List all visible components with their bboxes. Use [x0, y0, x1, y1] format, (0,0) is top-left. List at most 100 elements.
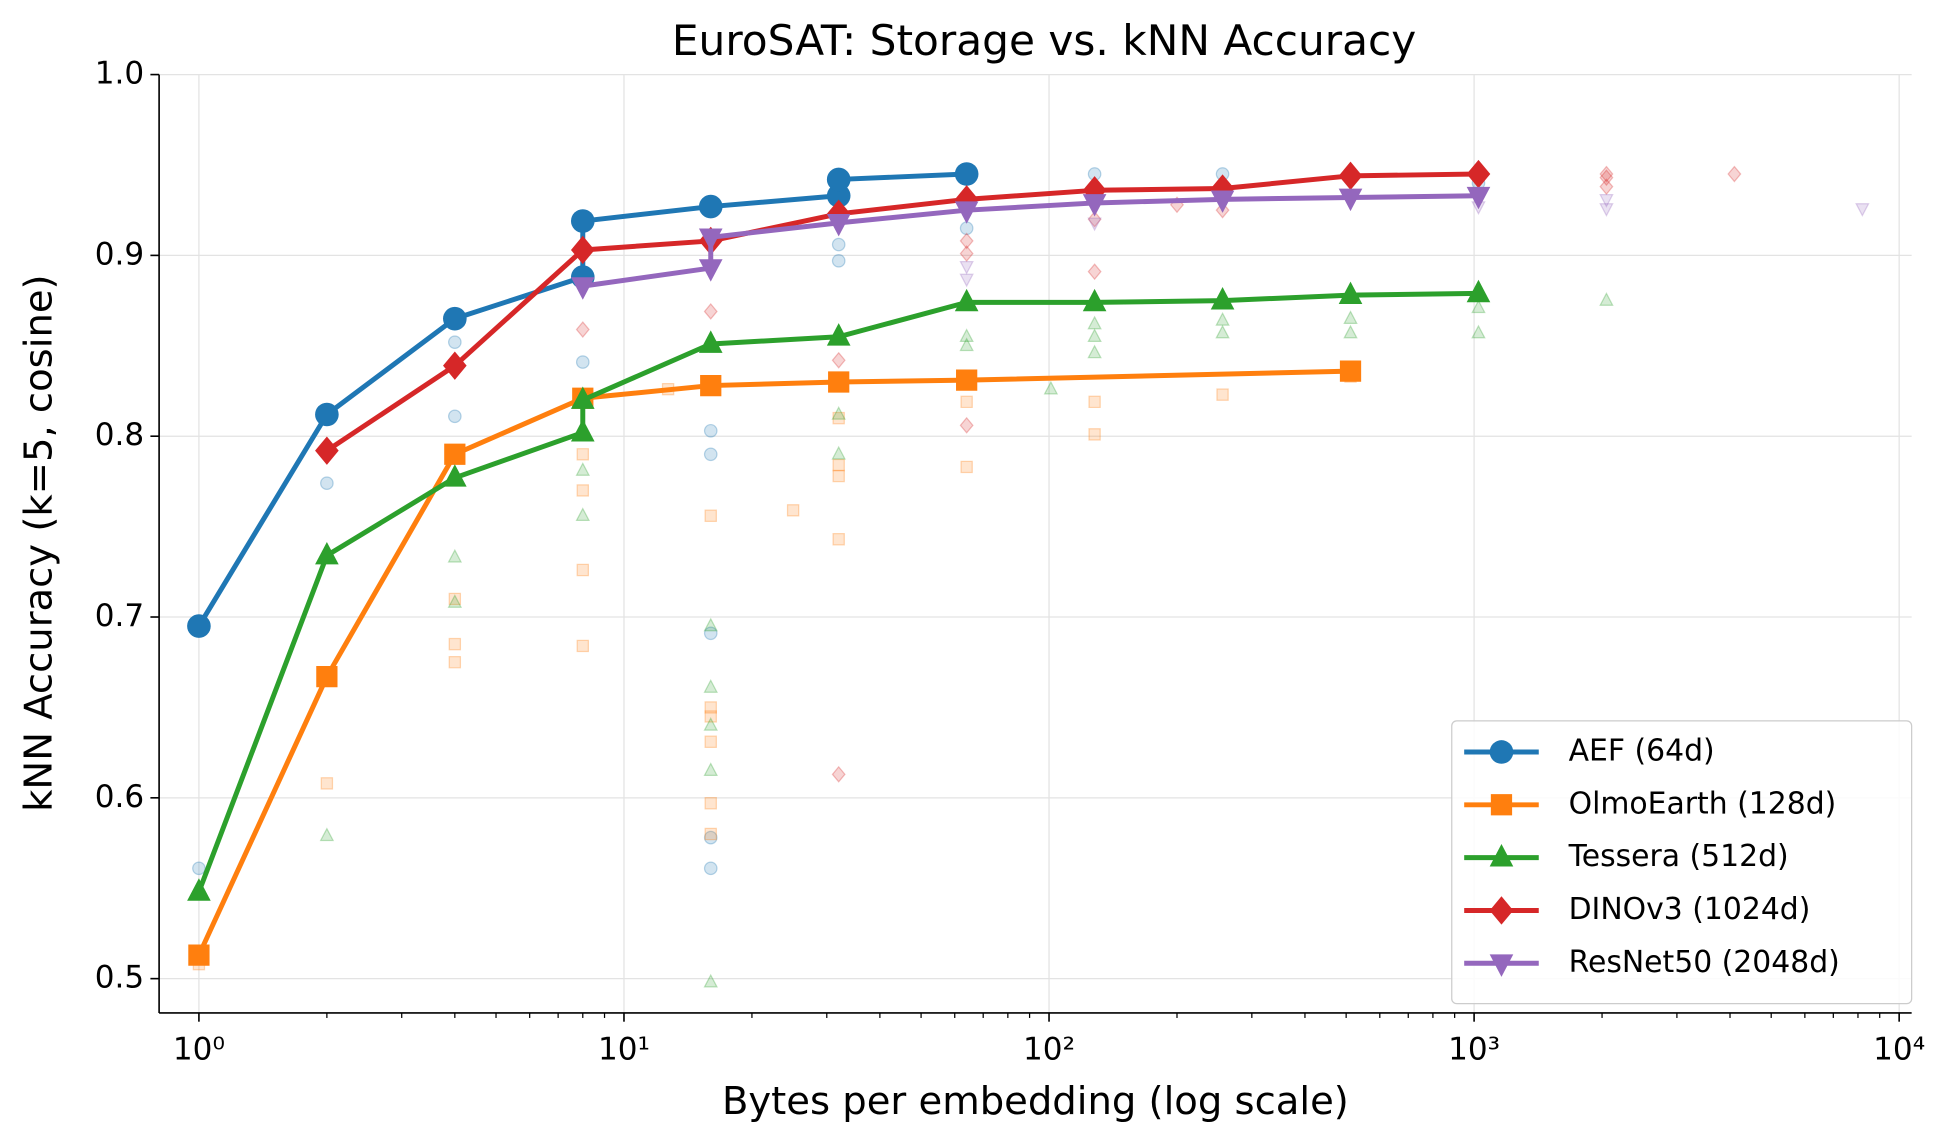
faint-point [704, 827, 717, 841]
faint-point [704, 710, 717, 723]
faint-point [704, 797, 717, 810]
faint-point [832, 469, 845, 483]
point [443, 351, 467, 380]
point [956, 369, 978, 391]
legend-label: Tessera (512d) [1568, 839, 1789, 874]
point [828, 371, 850, 393]
x-tick-label: 10¹ [598, 1031, 650, 1067]
faint-point [575, 507, 591, 522]
point [1338, 281, 1363, 305]
faint-point [1087, 210, 1102, 228]
x-tick-label: 10⁴ [1873, 1031, 1925, 1067]
point [443, 464, 467, 487]
y-tick-label: 0.6 [95, 779, 144, 815]
faint-point [831, 445, 846, 460]
faint-point [448, 592, 462, 606]
faint-point [831, 406, 846, 420]
faint-point [576, 448, 589, 461]
legend-marker [1489, 896, 1514, 925]
point [1338, 188, 1363, 212]
faint-point [320, 476, 334, 491]
faint-point [959, 337, 974, 352]
faint-point [703, 447, 718, 462]
faint-point [575, 321, 590, 338]
faint-point [319, 827, 335, 842]
faint-points [192, 165, 1870, 988]
point [187, 614, 211, 638]
faint-point [959, 232, 974, 250]
legend-marker [1489, 740, 1514, 764]
point [316, 666, 338, 688]
point [188, 944, 210, 966]
faint-point [447, 548, 463, 563]
point [700, 374, 722, 397]
series-line [196, 368, 1351, 957]
point [954, 201, 979, 224]
point [954, 162, 979, 186]
faint-point [1087, 315, 1102, 330]
faint-point [1088, 428, 1101, 441]
point [570, 419, 595, 442]
faint-point [575, 355, 590, 369]
faint-point [704, 509, 717, 522]
point [1082, 194, 1107, 217]
point [1466, 279, 1491, 303]
point [826, 323, 851, 346]
x-tick-label: 10³ [1448, 1031, 1500, 1067]
faint-point [576, 484, 589, 497]
series [187, 159, 1491, 966]
legend: AEF (64d) OlmoEarth (128d) Tessera (512d) D… [1451, 720, 1913, 1005]
y-tick-label: 0.7 [95, 598, 144, 634]
legend-label: DINOv3 (1024d) [1569, 892, 1811, 927]
point [444, 443, 466, 465]
point [1466, 186, 1491, 210]
legend-box [1451, 720, 1913, 1005]
point [570, 277, 595, 300]
faint-point [959, 273, 974, 288]
legend-marker [1489, 954, 1514, 977]
faint-point [832, 533, 845, 546]
point [826, 213, 851, 237]
point [1466, 159, 1491, 189]
faint-point [832, 411, 845, 425]
point [1338, 161, 1363, 191]
faint-point [959, 328, 974, 343]
faint-point [1343, 310, 1358, 324]
faint-point [959, 416, 974, 434]
faint-point [192, 861, 206, 876]
faint-point [1471, 324, 1486, 339]
point [1082, 288, 1107, 312]
faint-point [447, 594, 463, 608]
faint-point [447, 335, 462, 350]
faint-point [704, 701, 717, 714]
faint-point [1087, 344, 1102, 359]
faint-point [1215, 312, 1230, 326]
faint-point [1599, 194, 1614, 208]
faint-point [703, 973, 718, 988]
y-tick-label: 0.8 [95, 417, 144, 453]
faint-point [704, 735, 717, 748]
x-tick-label: 10² [1023, 1031, 1075, 1067]
faint-point [959, 260, 974, 275]
legend-marker [1490, 794, 1513, 816]
faint-point [1855, 203, 1870, 217]
faint-point [1471, 299, 1486, 314]
point [698, 330, 723, 353]
point [698, 259, 723, 282]
point [1210, 190, 1235, 213]
faint-point [1599, 292, 1614, 306]
faint-point [703, 617, 718, 632]
faint-point [1087, 217, 1102, 232]
legend-marker [1489, 844, 1514, 867]
faint-point [447, 409, 462, 424]
faint-point [1088, 395, 1101, 409]
x-tick-label: 10⁰ [173, 1031, 225, 1067]
point [315, 541, 339, 565]
y-axis-label: kNN Accuracy (k=5, cosine) [17, 274, 62, 811]
faint-point [1087, 328, 1102, 343]
point [315, 402, 339, 427]
point [1210, 287, 1235, 310]
legend-label: AEF (64d) [1569, 733, 1715, 768]
ticks: 0.5 0.6 0.7 0.8 0.9 1.0 10⁰ 10¹ 10² 10³ 10⁴ [95, 56, 1925, 1068]
series-line [325, 171, 1479, 453]
